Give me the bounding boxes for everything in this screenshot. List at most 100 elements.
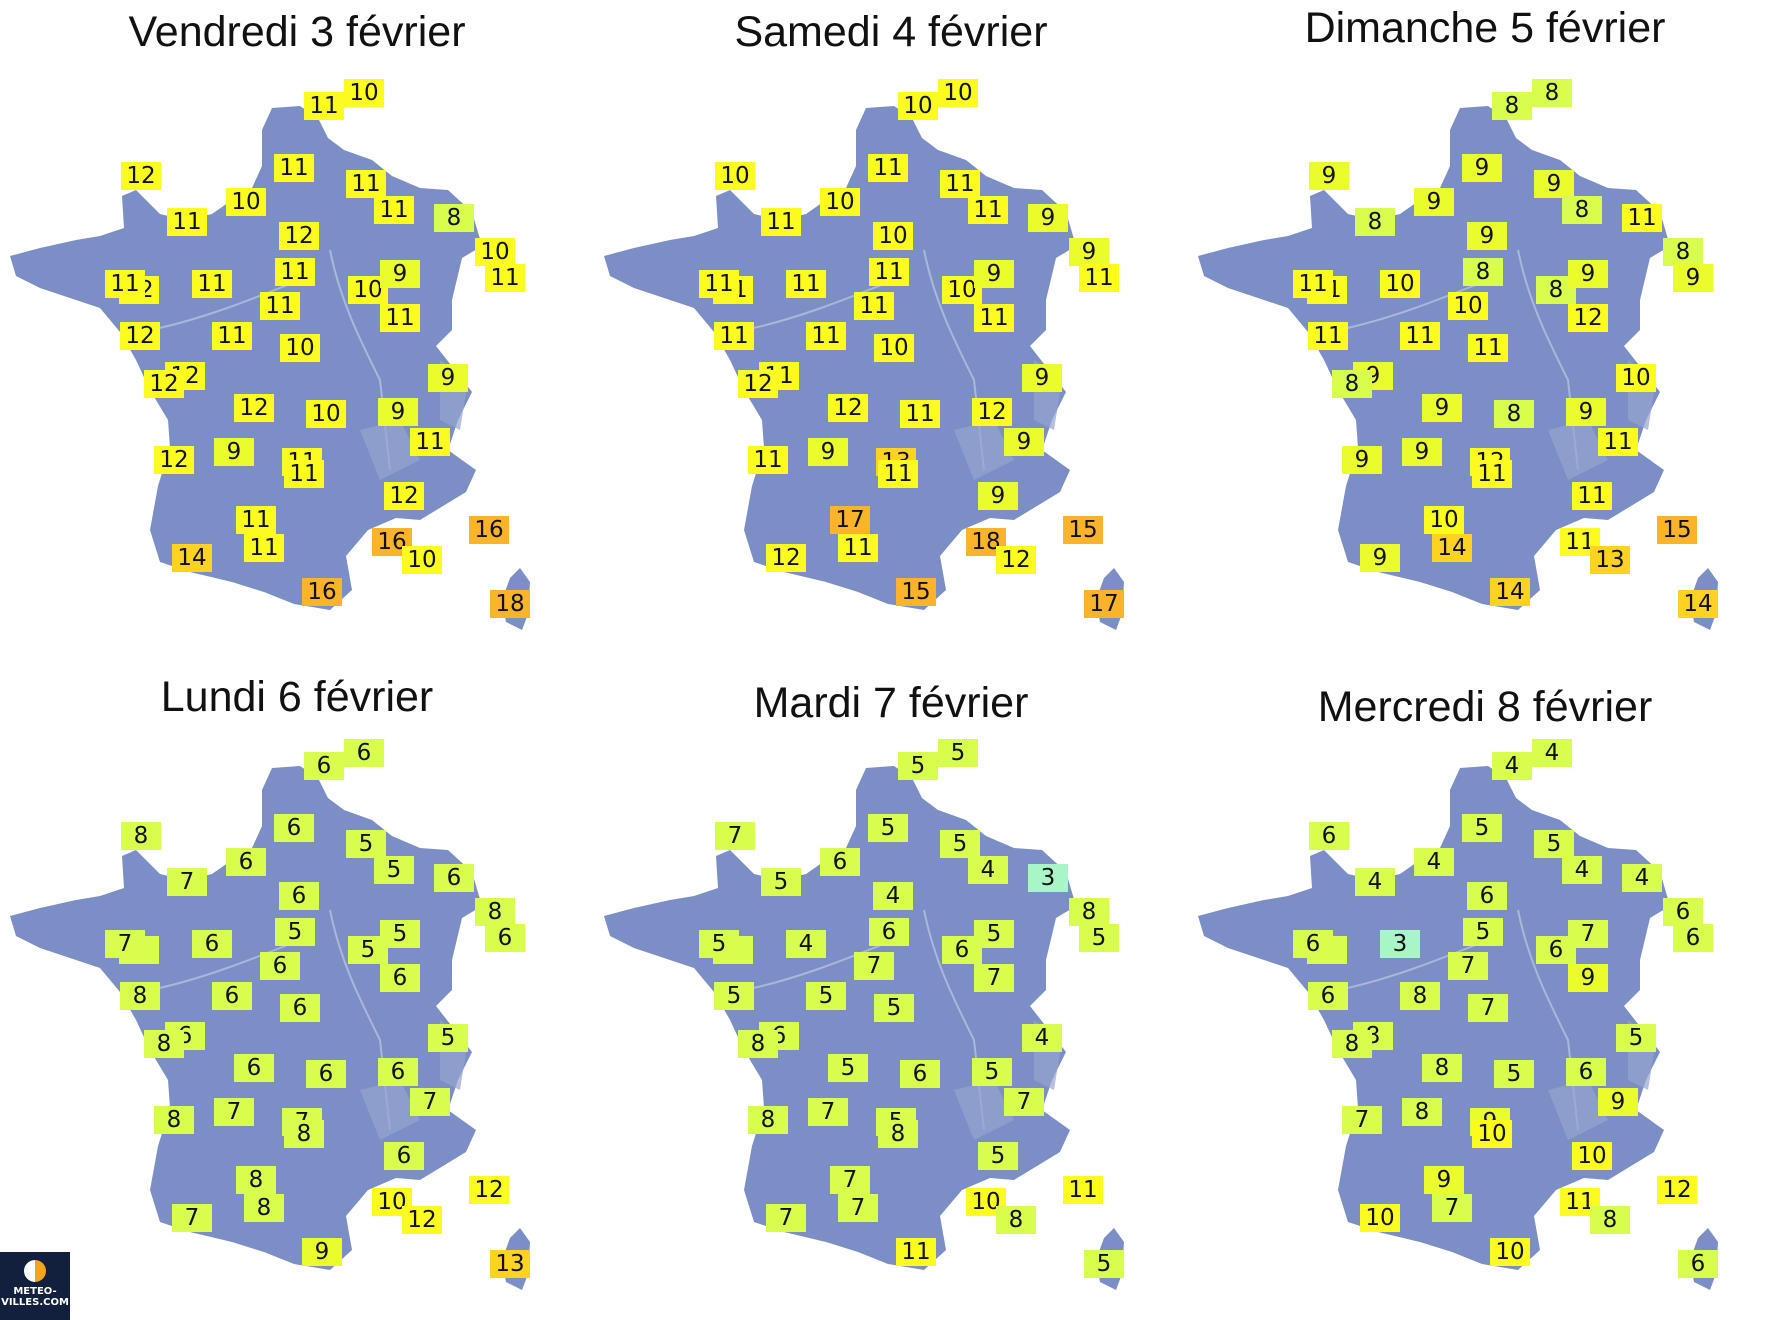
panel-title: Mardi 7 février <box>753 679 1029 727</box>
temperature-badge: 5 <box>374 856 414 884</box>
temperature-badge: 5 <box>1462 814 1502 842</box>
temperature-badge: 6 <box>1566 1058 1606 1086</box>
temperature-badge: 14 <box>1490 578 1530 606</box>
france-map <box>594 660 1188 1320</box>
temperature-badge: 12 <box>121 162 161 190</box>
temperature-badge: 8 <box>475 898 515 926</box>
temperature-badge: 8 <box>434 204 474 232</box>
temperature-badge: 11 <box>1079 264 1119 292</box>
temperature-badge: 8 <box>1332 1030 1372 1058</box>
temperature-badge: 12 <box>738 370 778 398</box>
temperature-badge: 8 <box>748 1106 788 1134</box>
temperature-badge: 7 <box>1004 1088 1044 1116</box>
temperature-badge: 11 <box>761 208 801 236</box>
temperature-badge: 16 <box>469 516 509 544</box>
temperature-badge: 5 <box>714 982 754 1010</box>
temperature-badge: 6 <box>485 924 525 952</box>
temperature-badge: 11 <box>260 292 300 320</box>
temperature-badge: 10 <box>1472 1120 1512 1148</box>
temperature-badge: 5 <box>940 830 980 858</box>
temperature-badge: 8 <box>244 1194 284 1222</box>
temperature-badge: 5 <box>938 739 978 767</box>
temperature-badge: 8 <box>154 1106 194 1134</box>
temperature-badge: 11 <box>868 154 908 182</box>
temperature-badge: 8 <box>1663 238 1703 266</box>
temperature-badge: 9 <box>1028 204 1068 232</box>
temperature-badge: 10 <box>475 238 515 266</box>
temperature-badge: 9 <box>1004 428 1044 456</box>
river-lines <box>149 249 391 471</box>
temperature-badge: 6 <box>434 864 474 892</box>
temperature-badge: 11 <box>380 304 420 332</box>
temperature-badge: 7 <box>974 964 1014 992</box>
temperature-badge: 9 <box>1462 154 1502 182</box>
temperature-badge: 12 <box>120 322 160 350</box>
temperature-badge: 10 <box>942 276 982 304</box>
temperature-badge: 8 <box>1492 92 1532 120</box>
temperature-badge: 6 <box>304 752 344 780</box>
forecast-panel: Lundi 6 février6686766555686876655866665… <box>0 660 594 1320</box>
temperature-badge: 10 <box>226 188 266 216</box>
temperature-badge: 8 <box>284 1120 324 1148</box>
temperature-badge: 8 <box>1532 79 1572 107</box>
temperature-badge: 12 <box>144 370 184 398</box>
temperature-badge: 11 <box>786 270 826 298</box>
temperature-badge: 9 <box>302 1238 342 1266</box>
temperature-badge: 9 <box>378 398 418 426</box>
temperature-badge: 12 <box>469 1176 509 1204</box>
river-lines <box>149 909 391 1131</box>
panel-title: Vendredi 3 février <box>128 8 466 56</box>
temperature-badge: 12 <box>154 446 194 474</box>
logo-line2: VILLES.COM <box>1 1297 69 1308</box>
temperature-badge: 6 <box>1309 822 1349 850</box>
temperature-badge: 12 <box>828 394 868 422</box>
temperature-badge: 4 <box>1492 752 1532 780</box>
temperature-badge: 11 <box>1472 460 1512 488</box>
temperature-badge: 5 <box>275 918 315 946</box>
temperature-badge: 11 <box>1572 482 1612 510</box>
temperature-badge: 5 <box>699 930 739 958</box>
temperature-badge: 11 <box>1308 322 1348 350</box>
temperature-badge: 9 <box>1360 544 1400 572</box>
forecast-panel: Vendredi 3 février 11 10 12 11 11 10 12 11 11 11 8 1… <box>0 0 594 660</box>
meteo-villes-logo: METEO- VILLES.COM <box>0 1252 70 1320</box>
temperature-badge: 5 <box>1494 1060 1534 1088</box>
temperature-badge: 4 <box>968 856 1008 884</box>
forecast-panel: Mardi 7 février5575564546385654765556574… <box>594 660 1188 1320</box>
temperature-badge: 15 <box>1657 516 1697 544</box>
temperature-badge: 7 <box>715 822 755 850</box>
temperature-badge: 10 <box>1380 270 1420 298</box>
temperature-badge: 11 <box>896 1238 936 1266</box>
panel-title: Mercredi 8 février <box>1317 683 1653 731</box>
panel-title: Lundi 6 février <box>160 673 434 721</box>
panel-title: Dimanche 5 février <box>1304 4 1666 52</box>
temperature-badge: 10 <box>1490 1238 1530 1266</box>
temperature-badge: 9 <box>974 260 1014 288</box>
temperature-badge: 6 <box>1467 882 1507 910</box>
temperature-badge: 9 <box>1022 364 1062 392</box>
temperature-badge: 10 <box>348 276 388 304</box>
temperature-badge: 5 <box>428 1024 468 1052</box>
temperature-badge: 8 <box>1463 258 1503 286</box>
temperature-badge: 9 <box>1598 1088 1638 1116</box>
temperature-badge: 9 <box>1402 438 1442 466</box>
temperature-badge: 10 <box>1424 506 1464 534</box>
temperature-badge: 5 <box>874 994 914 1022</box>
temperature-badge: 9 <box>1309 162 1349 190</box>
temperature-badge: 7 <box>410 1088 450 1116</box>
temperature-badge: 10 <box>344 79 384 107</box>
temperature-badge: 4 <box>1562 856 1602 884</box>
temperature-badge: 4 <box>873 882 913 910</box>
temperature-badge: 10 <box>898 92 938 120</box>
temperature-badge: 12 <box>384 482 424 510</box>
temperature-badge: 5 <box>761 868 801 896</box>
temperature-badge: 6 <box>1673 924 1713 952</box>
temperature-badge: 5 <box>346 830 386 858</box>
temperature-badge: 8 <box>1422 1054 1462 1082</box>
temperature-badge: 7 <box>1342 1106 1382 1134</box>
temperature-badge: 6 <box>279 882 319 910</box>
temperature-badge: 9 <box>1467 222 1507 250</box>
temperature-badge: 11 <box>854 292 894 320</box>
temperature-badge: 5 <box>972 1058 1012 1086</box>
temperature-badge: 5 <box>868 814 908 842</box>
